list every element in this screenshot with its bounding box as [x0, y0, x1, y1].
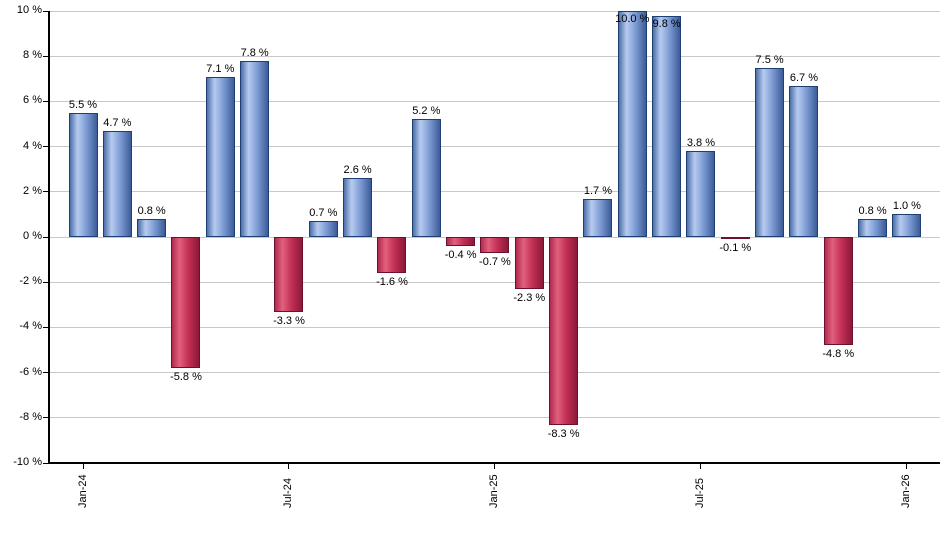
gridline	[50, 191, 940, 193]
bar	[686, 151, 716, 237]
bar-label: 1.0 %	[892, 200, 921, 213]
bar-label: 9.8 %	[652, 17, 681, 30]
gridline	[50, 146, 940, 148]
bar-label: -3.3 %	[273, 314, 305, 327]
bar-label: 2.6 %	[343, 164, 372, 177]
bar-label: 7.8 %	[240, 46, 269, 59]
bar-label: 4.7 %	[103, 116, 132, 129]
y-axis-tick-label: 10 %	[16, 4, 42, 16]
bar	[823, 237, 853, 346]
bar-label: 3.8 %	[686, 137, 715, 150]
y-axis-tick-label: 6 %	[23, 94, 42, 107]
bar	[102, 130, 132, 237]
x-axis-tick	[288, 464, 290, 469]
bar-label: 5.2 %	[412, 105, 441, 118]
x-axis-tick-label: Jul-25	[694, 478, 707, 508]
bar	[171, 237, 201, 369]
x-axis-tick-label: Jan-26	[900, 474, 913, 508]
y-axis-tick-label: -4 %	[19, 320, 42, 333]
bar-label: 10.0 %	[615, 13, 650, 25]
y-axis-tick-label: -2 %	[19, 275, 42, 288]
gridline	[50, 417, 940, 419]
bar	[720, 237, 750, 240]
bar	[480, 237, 510, 253]
y-axis-tick	[43, 236, 50, 238]
bar-label: -0.7 %	[479, 255, 511, 268]
bar	[274, 237, 304, 312]
x-axis-tick	[906, 464, 908, 469]
gridline	[50, 55, 940, 57]
bar-label: -4.8 %	[822, 348, 855, 361]
gridline	[50, 10, 940, 12]
x-axis-tick	[494, 464, 496, 469]
bar	[652, 15, 682, 237]
bar-label: -2.3 %	[513, 291, 546, 304]
y-axis-tick	[43, 281, 50, 283]
bar-label: 7.5 %	[755, 53, 784, 66]
y-axis-tick-label: 8 %	[23, 49, 42, 62]
bar	[411, 119, 441, 237]
y-axis-tick-label: -6 %	[19, 365, 42, 378]
bar	[858, 218, 888, 237]
bar	[308, 221, 338, 237]
y-axis-tick	[43, 191, 50, 193]
y-axis-tick	[43, 462, 50, 464]
y-axis-tick	[43, 326, 50, 328]
bar-label: 5.5 %	[68, 98, 98, 111]
bar	[137, 218, 167, 237]
y-axis-tick	[43, 10, 50, 12]
bar-label: 7.1 %	[206, 62, 235, 75]
bar	[514, 237, 544, 289]
bar	[583, 198, 613, 237]
bar-label: 0.8 %	[858, 204, 887, 217]
y-axis-tick	[43, 55, 50, 57]
bar	[68, 112, 98, 237]
gridline	[50, 372, 940, 374]
y-axis-tick	[43, 146, 50, 148]
y-axis-tick-label: 4 %	[23, 139, 42, 152]
bar-label: -0.1 %	[719, 242, 752, 255]
x-axis-tick-label: Jan-24	[76, 474, 89, 508]
gridline	[50, 326, 940, 328]
x-axis-tick-label: Jul-24	[282, 478, 295, 508]
x-axis-line	[48, 462, 940, 464]
bar	[446, 237, 476, 247]
bar-label: 6.7 %	[789, 71, 818, 84]
y-axis-tick	[43, 372, 50, 374]
bar	[343, 178, 373, 237]
bar	[892, 214, 922, 237]
bar	[377, 237, 407, 274]
x-axis-tick	[82, 464, 84, 469]
y-axis-tick-label: 0 %	[23, 230, 42, 242]
bar-label: -5.8 %	[170, 371, 202, 384]
bar	[240, 60, 270, 237]
bar	[617, 11, 647, 237]
y-axis-tick-label: -10 %	[13, 456, 42, 468]
x-axis-tick-label: Jan-25	[488, 474, 501, 508]
y-axis-line	[48, 11, 50, 463]
gridline	[50, 281, 940, 283]
bar-label: -8.3 %	[547, 427, 580, 440]
bar	[549, 237, 579, 425]
bar	[789, 85, 819, 237]
y-axis-tick-label: -8 %	[19, 410, 42, 423]
bar-label: 0.8 %	[137, 204, 166, 217]
bar-label: -1.6 %	[376, 276, 408, 289]
bar-label: -0.4 %	[444, 249, 477, 262]
bar	[205, 76, 235, 237]
x-axis-tick	[700, 464, 702, 469]
bar-label: 0.7 %	[309, 207, 338, 220]
bar	[755, 67, 785, 237]
gridline	[50, 100, 940, 102]
y-axis-tick-label: 2 %	[23, 184, 42, 197]
y-axis-tick	[43, 100, 50, 102]
y-axis-tick	[43, 417, 50, 419]
bar-label: 1.7 %	[583, 184, 612, 197]
